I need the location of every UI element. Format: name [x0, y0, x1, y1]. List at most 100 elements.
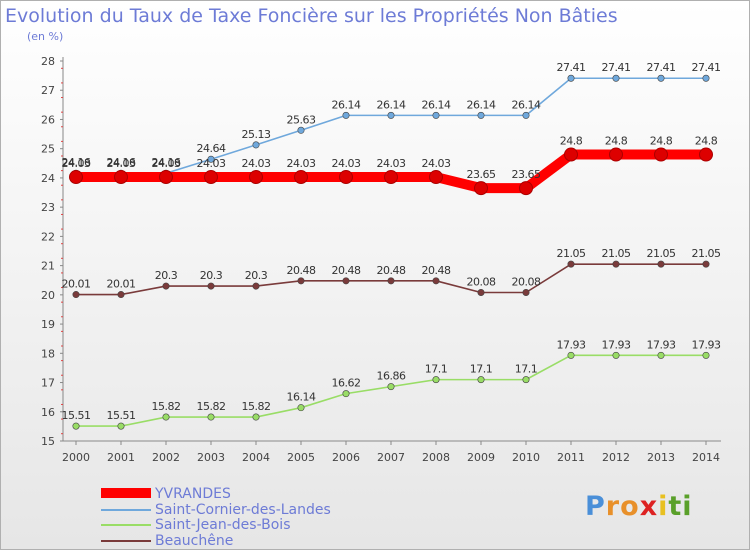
x-tick-label: 2014: [692, 451, 720, 464]
y-tick-label: 24: [41, 172, 55, 185]
data-point: [477, 289, 485, 297]
data-point: [429, 170, 443, 185]
data-point: [207, 155, 215, 163]
data-point: [612, 351, 620, 359]
data-point: [297, 404, 305, 412]
data-label: 20.01: [62, 278, 91, 291]
data-point: [387, 277, 395, 285]
data-point: [522, 289, 530, 297]
data-point: [432, 277, 440, 285]
data-label: 25.63: [287, 113, 316, 126]
data-label: 15.82: [197, 400, 226, 413]
data-point: [474, 181, 488, 196]
data-point: [702, 351, 710, 359]
chart-title: Evolution du Taux de Taxe Foncière sur l…: [5, 5, 618, 27]
x-tick-label: 2012: [602, 451, 630, 464]
data-point: [699, 147, 713, 162]
data-label: 17.1: [515, 363, 538, 376]
data-label: 20.3: [155, 269, 178, 282]
data-label: 24.03: [152, 157, 181, 170]
data-point: [249, 170, 263, 185]
logo-letter: t: [668, 491, 683, 522]
data-point: [207, 413, 215, 421]
y-tick-label: 25: [41, 143, 55, 156]
x-tick-label: 2000: [62, 451, 90, 464]
data-label: 27.41: [647, 61, 676, 74]
x-tick-label: 2003: [197, 451, 225, 464]
logo-letter: i: [658, 491, 669, 522]
data-point: [72, 422, 80, 430]
y-tick-label: 16: [41, 406, 55, 419]
y-tick-label: 17: [41, 377, 55, 390]
data-point: [657, 260, 665, 268]
logo-letter: x: [639, 491, 659, 522]
x-tick-label: 2002: [152, 451, 180, 464]
y-tick-label: 27: [41, 84, 55, 97]
chart-unit-label: (en %): [27, 30, 64, 43]
data-point: [204, 170, 218, 185]
data-label: 15.82: [242, 400, 271, 413]
data-point: [207, 282, 215, 290]
logo-letter: i: [682, 491, 693, 522]
data-label: 16.86: [377, 370, 406, 383]
data-label: 16.62: [332, 377, 361, 390]
data-label: 17.1: [425, 363, 448, 376]
data-label: 17.93: [692, 338, 721, 351]
x-tick-label: 2001: [107, 451, 135, 464]
legend-label: Beauchêne: [155, 532, 234, 549]
proxiti-logo: Proxiti: [585, 491, 693, 522]
data-point: [657, 74, 665, 82]
data-label: 26.14: [377, 98, 406, 111]
data-label: 24.03: [377, 157, 406, 170]
data-label: 17.93: [557, 338, 586, 351]
data-point: [564, 147, 578, 162]
data-label: 20.08: [512, 276, 541, 289]
data-point: [69, 170, 83, 185]
data-point: [342, 111, 350, 119]
legend-label: Saint-Cornier-des-Landes: [155, 501, 331, 518]
data-label: 24.03: [107, 157, 136, 170]
data-label: 24.03: [287, 157, 316, 170]
data-point: [117, 291, 125, 299]
data-label: 16.14: [287, 391, 316, 404]
x-tick-label: 2004: [242, 451, 270, 464]
legend-swatch: [101, 488, 151, 498]
data-label: 17.93: [602, 338, 631, 351]
data-point: [114, 170, 128, 185]
data-label: 20.48: [377, 264, 406, 277]
data-label: 27.41: [692, 61, 721, 74]
data-label: 20.48: [332, 264, 361, 277]
data-point: [654, 147, 668, 162]
data-label: 24.16: [62, 156, 91, 169]
data-label: 15.51: [107, 409, 136, 422]
y-tick-label: 15: [41, 435, 55, 448]
data-label: 26.14: [512, 98, 541, 111]
data-point: [522, 376, 530, 384]
data-point: [387, 111, 395, 119]
legend-label: YVRANDES: [155, 486, 231, 502]
data-point: [297, 277, 305, 285]
data-label: 24.8: [695, 135, 718, 148]
y-tick-label: 21: [41, 260, 55, 273]
logo-letter: r: [605, 491, 621, 522]
data-label: 24.16: [152, 156, 181, 169]
data-point: [252, 282, 260, 290]
data-point: [477, 376, 485, 384]
logo-letter: P: [585, 491, 606, 522]
data-label: 24.03: [242, 157, 271, 170]
data-label: 24.16: [107, 156, 136, 169]
data-label: 24.03: [422, 157, 451, 170]
data-point: [339, 170, 353, 185]
data-label: 27.41: [557, 61, 586, 74]
data-label: 21.05: [647, 247, 676, 260]
data-label: 20.08: [467, 276, 496, 289]
data-label: 24.64: [197, 142, 226, 155]
y-tick-label: 18: [41, 347, 55, 360]
data-point: [567, 260, 575, 268]
data-point: [162, 413, 170, 421]
data-label: 24.8: [650, 135, 673, 148]
data-point: [387, 383, 395, 391]
data-label: 15.82: [152, 400, 181, 413]
data-label: 21.05: [692, 247, 721, 260]
